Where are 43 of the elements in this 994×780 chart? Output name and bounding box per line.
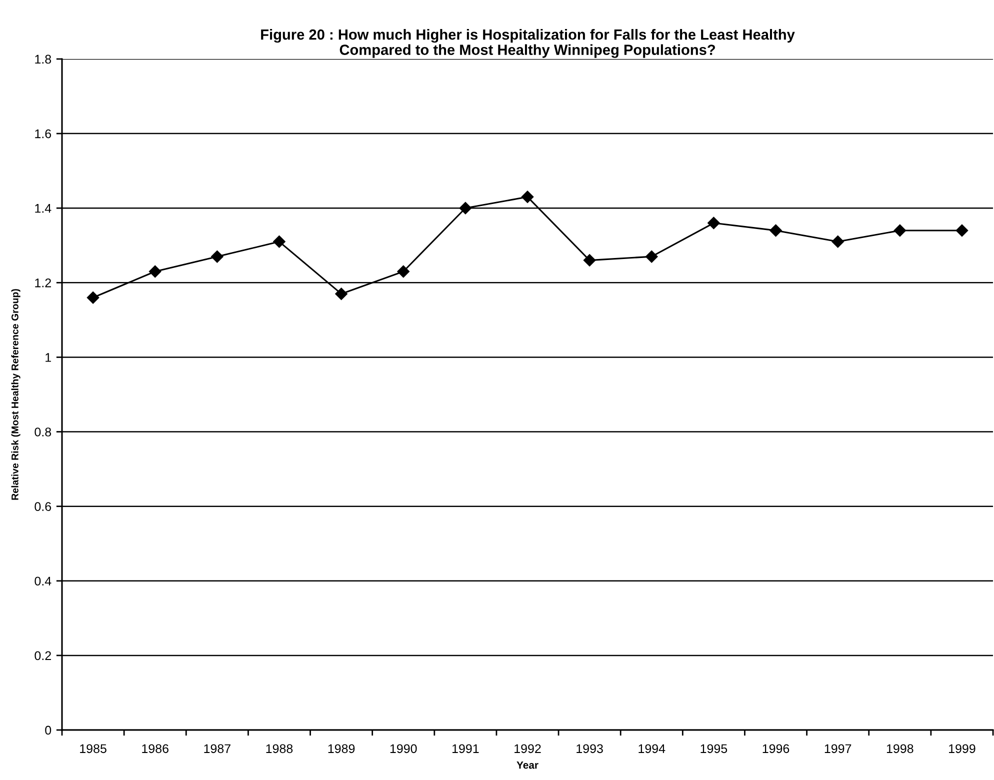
y-tick-label: 1 [46, 353, 51, 362]
point [831, 235, 844, 248]
x-tick-label: 1998 [886, 744, 914, 754]
y-tick-label: 0.8 [34, 428, 52, 436]
x-axis-title: Year [516, 761, 538, 769]
y-tick-label: 0.2 [34, 651, 51, 660]
x-tick-label: 1993 [576, 744, 603, 754]
x-tick-label: 1987 [204, 744, 230, 754]
point [956, 224, 968, 237]
y-tick-label: 0.6 [34, 502, 52, 511]
x-tick-label: 1995 [700, 744, 728, 754]
x-tick-label: 1988 [266, 744, 293, 754]
point [769, 224, 782, 237]
point [459, 202, 472, 214]
point [272, 235, 286, 248]
x-tick-label: 1994 [638, 744, 666, 754]
x-tick-label: 1997 [824, 744, 852, 754]
x-tick-label: 1999 [949, 744, 976, 754]
point [707, 216, 720, 230]
point [521, 190, 534, 204]
x-tick-label: 1996 [762, 744, 790, 754]
x-tick-label: 1985 [80, 744, 106, 754]
point [86, 291, 100, 304]
point [645, 250, 658, 263]
x-tick-label: 1990 [390, 744, 417, 754]
y-tick-label: 1.8 [35, 54, 52, 64]
point [148, 265, 162, 278]
point [396, 265, 410, 278]
y-tick-label: 0 [45, 726, 52, 735]
chart-title: Figure 20 : How much Higher is Hospitalization for Falls for the Least Healthy Compared to the Most Healthy Winnipeg Populations? [261, 29, 795, 58]
y-tick-label: 1.6 [35, 129, 52, 138]
y-tick-label: 1.4 [35, 204, 52, 213]
x-tick-label: 1986 [142, 744, 168, 754]
x-tick-label: 1989 [328, 744, 355, 754]
y-tick-label: 1.2 [35, 278, 51, 288]
y-axis-title: Relative Risk (Most Healthy Reference Group) [11, 289, 20, 500]
x-tick-label: 1992 [514, 744, 541, 754]
x-tick-label: 1991 [452, 744, 479, 754]
point [583, 254, 596, 267]
y-tick-label: 0.4 [34, 576, 52, 586]
point [334, 287, 348, 300]
point [210, 250, 224, 263]
point [894, 224, 906, 237]
